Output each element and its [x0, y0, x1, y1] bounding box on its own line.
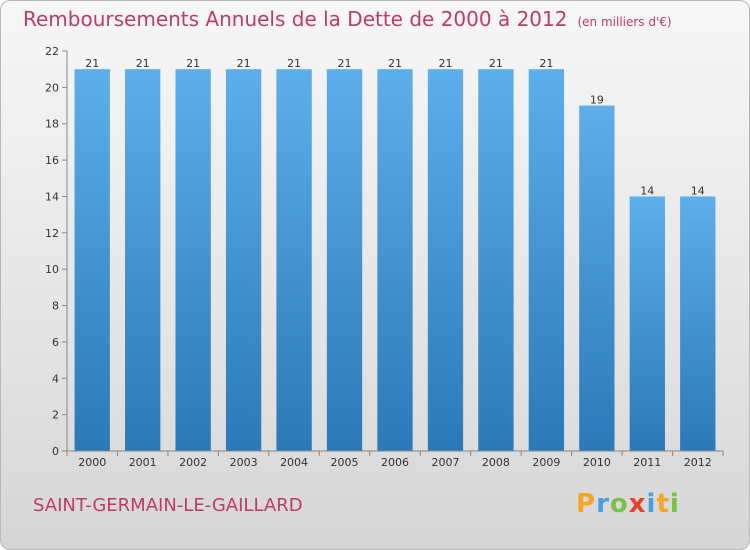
data-label: 21 [237, 57, 251, 70]
y-tick-label: 18 [45, 118, 59, 131]
commune-name: SAINT-GERMAIN-LE-GAILLARD [33, 495, 303, 516]
data-label: 14 [640, 184, 654, 197]
y-tick-label: 4 [52, 372, 59, 385]
x-tick-label: 2004 [280, 456, 308, 469]
x-tick-label: 2005 [331, 456, 359, 469]
logo-letter: i [646, 489, 657, 519]
bar [528, 69, 565, 451]
proxiti-logo: Proxiti [576, 489, 680, 519]
y-tick-label: 20 [45, 81, 59, 94]
logo-letter: i [669, 489, 680, 519]
data-label: 21 [338, 57, 352, 70]
bar [225, 69, 262, 451]
data-label: 19 [590, 94, 604, 107]
data-label: 21 [438, 57, 452, 70]
y-tick-label: 0 [52, 445, 59, 458]
bar [125, 69, 161, 451]
data-label: 21 [489, 57, 503, 70]
data-label: 21 [287, 57, 301, 70]
logo-letter: r [596, 489, 610, 519]
chart-title-text: Remboursements Annuels de la Dette de 20… [23, 7, 568, 31]
data-label: 21 [539, 57, 553, 70]
y-tick-label: 6 [52, 336, 59, 349]
bar [175, 69, 211, 451]
x-tick-label: 2000 [78, 456, 106, 469]
bar [680, 196, 716, 451]
chart-subtitle: (en milliers d'€) [577, 15, 672, 29]
logo-letter: x [628, 489, 647, 519]
bar [629, 196, 665, 451]
bar [377, 69, 413, 451]
y-tick-label: 12 [45, 227, 59, 240]
x-tick-label: 2003 [230, 456, 258, 469]
y-tick-label: 16 [45, 154, 59, 167]
x-tick-label: 2007 [431, 456, 459, 469]
data-label: 14 [691, 184, 705, 197]
y-tick-label: 22 [45, 45, 59, 58]
data-label: 21 [136, 57, 150, 70]
x-tick-label: 2009 [532, 456, 560, 469]
x-tick-label: 2001 [129, 456, 157, 469]
x-tick-label: 2008 [482, 456, 510, 469]
data-label: 21 [388, 57, 402, 70]
chart-title: Remboursements Annuels de la Dette de 20… [23, 7, 672, 31]
bar [579, 105, 615, 451]
y-tick-label: 2 [52, 409, 59, 422]
x-tick-label: 2006 [381, 456, 409, 469]
logo-letter: t [656, 489, 670, 519]
y-tick-label: 8 [52, 300, 59, 313]
logo-letter: P [576, 489, 597, 519]
x-tick-label: 2010 [583, 456, 611, 469]
bar [74, 69, 110, 451]
y-tick-label: 10 [45, 263, 59, 276]
bar [427, 69, 464, 451]
data-label: 21 [85, 57, 99, 70]
bar [276, 69, 312, 451]
bar [478, 69, 514, 451]
y-tick-label: 14 [45, 190, 59, 203]
x-tick-label: 2012 [684, 456, 712, 469]
logo-letter: o [609, 489, 629, 519]
x-tick-label: 2002 [179, 456, 207, 469]
bar [326, 69, 363, 451]
x-tick-label: 2011 [633, 456, 661, 469]
data-label: 21 [186, 57, 200, 70]
